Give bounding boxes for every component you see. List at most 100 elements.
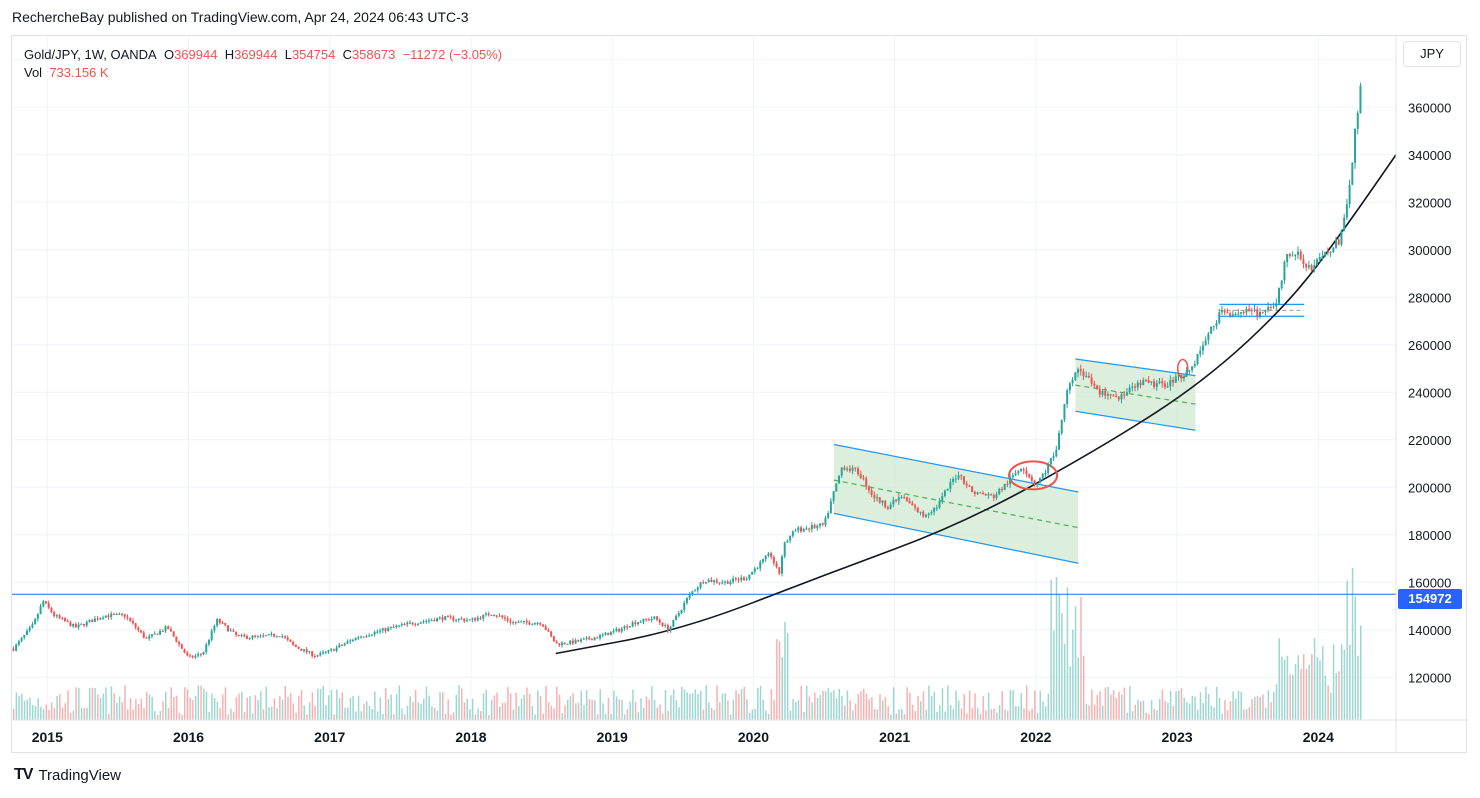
- price-axis[interactable]: 120000 140000 160000 180000 200000 220000 2400…: [1395, 36, 1451, 753]
- candle-body: [1150, 381, 1153, 383]
- parabolic-support-curve: [555, 154, 1397, 655]
- candle-body: [254, 635, 257, 637]
- volume-bar: [1243, 709, 1245, 720]
- volume-bar: [1221, 713, 1223, 720]
- candle-body: [1125, 392, 1128, 396]
- x-tick-label: 2018: [455, 729, 486, 745]
- candle-body: [601, 634, 604, 636]
- volume-bar: [561, 713, 564, 720]
- volume-bar: [173, 696, 175, 720]
- volume-bar: [1153, 708, 1156, 720]
- candle-body: [183, 648, 186, 653]
- candle-body: [563, 642, 566, 644]
- volume-bar: [672, 689, 675, 720]
- candle-body: [292, 641, 295, 645]
- candle-body: [112, 613, 115, 615]
- candle-body: [824, 517, 827, 525]
- candle-body: [761, 559, 764, 562]
- volume-bar: [507, 686, 509, 720]
- candle-body: [360, 636, 363, 638]
- volume-bar: [1281, 656, 1283, 720]
- volume-bar: [1066, 587, 1069, 720]
- drawings[interactable]: [555, 154, 1397, 655]
- chart-frame[interactable]: [11, 35, 1467, 753]
- volume-bar: [442, 691, 444, 720]
- volume-bar: [145, 691, 148, 720]
- candle-body: [647, 619, 650, 621]
- volume-bar: [186, 689, 189, 720]
- candle-body: [294, 644, 297, 648]
- candle-body: [816, 525, 819, 529]
- volume-bar: [520, 698, 523, 720]
- volume-bar: [1275, 684, 1278, 720]
- candle-body: [664, 625, 667, 627]
- candle-body: [821, 523, 824, 525]
- brand[interactable]: TV TradingView: [14, 766, 121, 784]
- y-tick-label: 180000: [1408, 528, 1451, 543]
- candle-body: [531, 624, 534, 626]
- volume-bar: [1202, 703, 1204, 720]
- candle-body: [780, 556, 783, 574]
- candle-body: [1264, 309, 1267, 313]
- volume-bar: [31, 704, 34, 720]
- volume-bar: [34, 706, 37, 720]
- candle-body: [118, 613, 121, 615]
- volume-bar: [700, 690, 702, 720]
- volume-bar: [602, 703, 604, 720]
- volume-bar: [987, 692, 990, 720]
- candle-body: [533, 623, 536, 625]
- volume-bar: [322, 685, 325, 720]
- candle-body: [1182, 376, 1185, 379]
- candle-body: [1041, 473, 1044, 479]
- candle-body: [878, 497, 881, 503]
- candle-body: [715, 580, 718, 583]
- candle-body: [1343, 217, 1346, 231]
- volume-bar: [892, 687, 895, 720]
- candle-body: [550, 631, 553, 637]
- candle-body: [672, 620, 675, 627]
- volume-bar: [1207, 694, 1210, 720]
- volume-bar: [165, 691, 167, 720]
- candle-body: [810, 525, 813, 530]
- volume-bar: [431, 706, 433, 720]
- volume-bar: [1188, 703, 1191, 720]
- volume-bar: [384, 688, 387, 720]
- volume-bar: [1129, 686, 1131, 720]
- volume-bar: [691, 693, 694, 720]
- candle-body: [368, 635, 371, 637]
- candle-body: [1025, 470, 1028, 475]
- candle-body: [778, 567, 781, 574]
- volume-bars: [12, 567, 1362, 720]
- candle-body: [150, 634, 153, 637]
- candle-body: [694, 590, 697, 592]
- candle-body: [1063, 404, 1066, 420]
- candle-body: [751, 571, 754, 575]
- legend: Gold/JPY, 1W, OANDA O369944 H369944 L354…: [24, 46, 502, 82]
- volume-bar: [776, 639, 778, 720]
- volume-bar: [1148, 713, 1150, 720]
- price-tag: 154972: [1398, 589, 1462, 609]
- candle-body: [609, 631, 612, 636]
- volume-bar: [317, 688, 319, 720]
- volume-bar: [936, 711, 938, 720]
- volume-bar: [944, 711, 946, 720]
- candle-body: [525, 620, 528, 623]
- currency-button[interactable]: JPY: [1403, 41, 1461, 67]
- volume-bar: [222, 694, 224, 720]
- candle-body: [984, 494, 987, 496]
- candle-body: [542, 624, 545, 627]
- volume-bar: [537, 690, 539, 720]
- legend-symbol[interactable]: Gold/JPY, 1W, OANDA: [24, 47, 157, 62]
- volume-bar: [325, 705, 327, 720]
- candle-body: [1014, 473, 1017, 476]
- candle-body: [251, 635, 254, 638]
- candle-body: [1223, 310, 1226, 313]
- volume-bar: [15, 692, 18, 720]
- candle-body: [794, 530, 797, 532]
- volume-bar: [327, 695, 330, 720]
- time-axis[interactable]: 2015 2016 2017 2018 2019 2020 2021 2022 2023 2024: [12, 719, 1466, 745]
- volume-bar: [346, 707, 349, 720]
- volume-bar: [566, 699, 569, 720]
- candle-body: [732, 578, 735, 582]
